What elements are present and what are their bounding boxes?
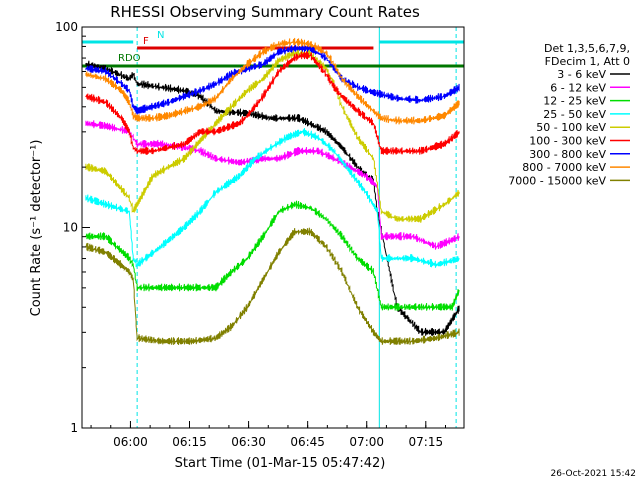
x-tick-label-3: 06:45 — [290, 435, 325, 449]
y-tick-label-1: 10 — [63, 221, 78, 235]
legend-header-1: FDecim 1, Att 0 — [545, 55, 630, 68]
series-line-7000-15000-kev — [85, 227, 460, 345]
x-tick-label-0: 06:00 — [113, 435, 148, 449]
y-tick-label-2: 100 — [55, 20, 78, 34]
x-axis: 06:00 06:15 06:30 06:45 07:00 07:15 — [90, 421, 446, 449]
series-line-12-25-kev — [85, 200, 460, 311]
series-line-300-800-kev — [85, 44, 460, 115]
series-line-50-100-kev — [85, 49, 460, 223]
series-lines — [85, 37, 460, 345]
series-line-25-50-kev — [85, 128, 460, 268]
legend: Det 1,3,5,6,7,9,FDecim 1, Att 03 - 6 keV… — [508, 42, 630, 187]
legend-label-4: 50 - 100 keV — [536, 121, 606, 134]
x-axis-label: Start Time (01-Mar-15 05:47:42) — [175, 456, 386, 471]
legend-label-1: 6 - 12 keV — [550, 81, 606, 94]
legend-label-6: 300 - 800 keV — [529, 148, 606, 161]
x-tick-label-1: 06:15 — [172, 435, 207, 449]
series-line-6-12-kev — [85, 120, 460, 250]
series-line-800-7000-kev — [85, 37, 460, 125]
flag-label-n: N — [157, 30, 164, 41]
legend-header-0: Det 1,3,5,6,7,9, — [544, 42, 630, 55]
y-axis-label: Count Rate (s⁻¹ detector⁻¹) — [29, 140, 44, 317]
legend-label-2: 12 - 25 keV — [543, 95, 606, 108]
y-tick-label-0: 1 — [70, 421, 78, 435]
legend-label-7: 800 - 7000 keV — [522, 161, 606, 174]
x-tick-label-4: 07:00 — [349, 435, 384, 449]
generation-timestamp: 26-Oct-2021 15:42 — [551, 469, 636, 479]
legend-label-5: 100 - 300 keV — [529, 135, 606, 148]
chart-title: RHESSI Observing Summary Count Rates — [110, 3, 420, 21]
flag-label-rdo: RDO — [118, 53, 141, 64]
x-tick-label-2: 06:30 — [231, 435, 266, 449]
legend-label-3: 25 - 50 keV — [543, 108, 606, 121]
y-axis: 1 10 100 — [55, 20, 90, 435]
legend-label-8: 7000 - 15000 keV — [508, 174, 606, 187]
x-tick-label-5: 07:15 — [409, 435, 444, 449]
legend-label-0: 3 - 6 keV — [557, 68, 606, 81]
series-line-100-300-kev — [85, 51, 460, 155]
flag-label-f: F — [143, 36, 149, 47]
